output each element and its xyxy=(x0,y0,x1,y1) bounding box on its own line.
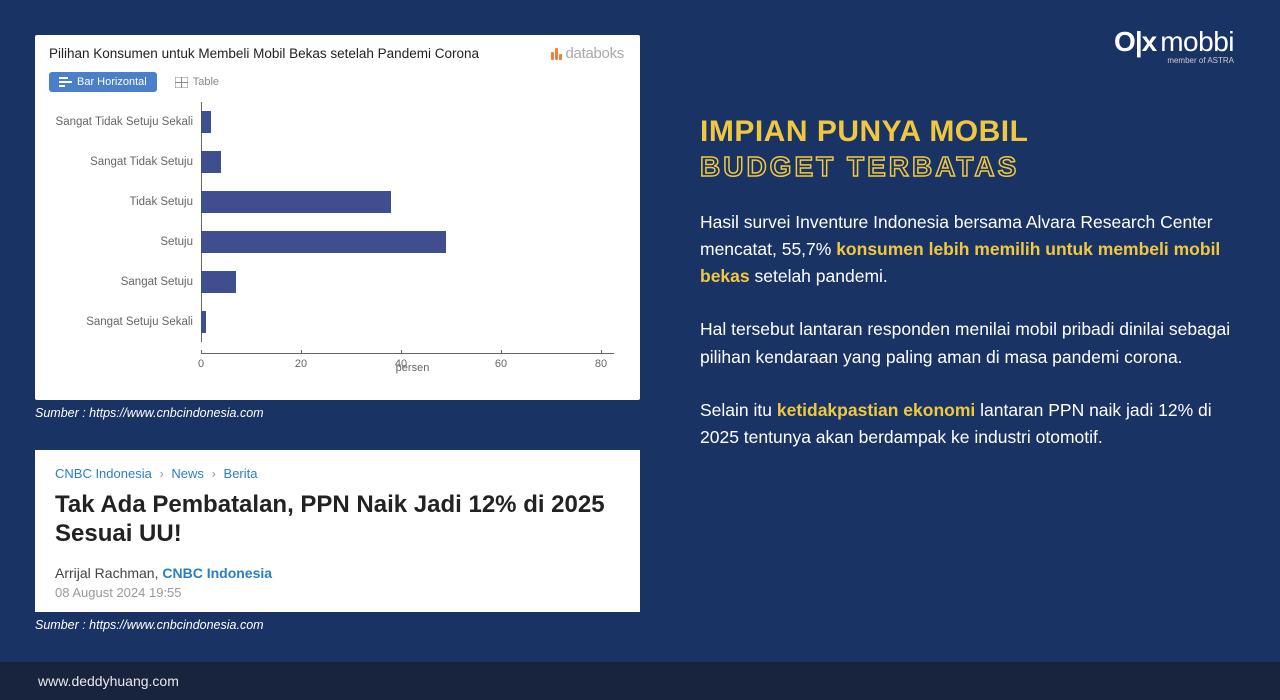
news-source-caption: Sumber : https://www.cnbcindonesia.com xyxy=(35,618,640,632)
bar-label: Sangat Tidak Setuju Sekali xyxy=(51,116,201,128)
tab-table-label: Table xyxy=(193,76,219,88)
bar-row: Setuju xyxy=(201,222,614,262)
breadcrumb-item[interactable]: News xyxy=(171,466,204,481)
breadcrumb-item[interactable]: Berita xyxy=(224,466,258,481)
olx-mobbi-logo: O|xmobbi xyxy=(1114,26,1234,58)
news-headline: Tak Ada Pembatalan, PPN Naik Jadi 12% di… xyxy=(55,491,620,549)
bar-row: Sangat Setuju Sekali xyxy=(201,302,614,342)
news-author-line: Arrijal Rachman, CNBC Indonesia xyxy=(55,565,620,581)
x-tick-label: 0 xyxy=(198,358,204,370)
bar-fill xyxy=(201,191,391,213)
footer-bar: www.deddyhuang.com xyxy=(0,662,1280,700)
breadcrumb-separator: › xyxy=(212,466,216,481)
chart-panel: Pilihan Konsumen untuk Membeli Mobil Bek… xyxy=(35,35,640,400)
databoks-icon xyxy=(551,48,562,60)
chart-header: Pilihan Konsumen untuk Membeli Mobil Bek… xyxy=(49,45,624,62)
bar-fill xyxy=(201,311,206,333)
footer-url: www.deddyhuang.com xyxy=(38,673,179,689)
paragraph-3: Selain itu ketidakpastian ekonomi lantar… xyxy=(700,397,1240,451)
chart-tabs: Bar Horizontal Table xyxy=(49,72,624,92)
bar-label: Tidak Setuju xyxy=(51,196,201,208)
x-tick-label: 80 xyxy=(595,358,607,370)
chart-bars: Sangat Tidak Setuju SekaliSangat Tidak S… xyxy=(201,102,614,342)
x-axis: 020406080 xyxy=(201,353,614,354)
bar-label: Setuju xyxy=(51,236,201,248)
heading-line-2: BUDGET TERBATAS xyxy=(700,151,1240,183)
breadcrumb-separator: › xyxy=(159,466,163,481)
highlight-text: ketidakpastian ekonomi xyxy=(777,400,975,420)
author-name: Arrijal Rachman, xyxy=(55,565,158,581)
tab-bar-label: Bar Horizontal xyxy=(77,76,147,88)
bar-fill xyxy=(201,231,446,253)
breadcrumb: CNBC Indonesia › News › Berita xyxy=(55,466,620,481)
news-panel: CNBC Indonesia › News › Berita Tak Ada P… xyxy=(35,450,640,612)
brand-logo: O|xmobbi member of ASTRA xyxy=(1114,26,1234,65)
paragraph-1: Hasil survei Inventure Indonesia bersama… xyxy=(700,209,1240,290)
chart-plot-area: Sangat Tidak Setuju SekaliSangat Tidak S… xyxy=(201,102,624,372)
astra-tagline: member of ASTRA xyxy=(1167,56,1234,65)
bar-label: Sangat Setuju xyxy=(51,276,201,288)
x-tick xyxy=(601,350,602,354)
databoks-logo: databoks xyxy=(551,45,624,62)
olx-text: O|x xyxy=(1114,26,1156,58)
chart-source: Sumber : https://www.cnbcindonesia.com xyxy=(35,406,640,420)
tab-table[interactable]: Table xyxy=(165,72,229,92)
bar-row: Sangat Setuju xyxy=(201,262,614,302)
x-tick-label: 60 xyxy=(495,358,507,370)
table-icon xyxy=(175,77,188,88)
right-column: IMPIAN PUNYA MOBIL BUDGET TERBATAS Hasil… xyxy=(640,35,1240,662)
x-tick xyxy=(501,350,502,354)
x-axis-title: persen xyxy=(396,362,430,374)
bar-fill xyxy=(201,111,211,133)
heading-line-1: IMPIAN PUNYA MOBIL xyxy=(700,115,1240,149)
x-tick xyxy=(301,350,302,354)
news-source: CNBC Indonesia xyxy=(162,565,272,581)
bar-row: Sangat Tidak Setuju Sekali xyxy=(201,102,614,142)
mobbi-text: mobbi xyxy=(1160,26,1234,58)
tab-bar-horizontal[interactable]: Bar Horizontal xyxy=(49,72,157,92)
bar-fill xyxy=(201,151,221,173)
bar-fill xyxy=(201,271,236,293)
databoks-brand-text: databoks xyxy=(566,45,624,62)
bar-label: Sangat Tidak Setuju xyxy=(51,156,201,168)
bar-chart-icon xyxy=(59,77,72,88)
breadcrumb-item[interactable]: CNBC Indonesia xyxy=(55,466,152,481)
x-tick xyxy=(401,350,402,354)
main-container: Pilihan Konsumen untuk Membeli Mobil Bek… xyxy=(0,0,1280,662)
x-tick xyxy=(201,350,202,354)
bar-row: Tidak Setuju xyxy=(201,182,614,222)
paragraph-2: Hal tersebut lantaran responden menilai … xyxy=(700,316,1240,370)
chart-title: Pilihan Konsumen untuk Membeli Mobil Bek… xyxy=(49,46,479,61)
bar-row: Sangat Tidak Setuju xyxy=(201,142,614,182)
bar-label: Sangat Setuju Sekali xyxy=(51,316,201,328)
news-date: 08 August 2024 19:55 xyxy=(55,585,620,600)
x-tick-label: 20 xyxy=(295,358,307,370)
left-column: Pilihan Konsumen untuk Membeli Mobil Bek… xyxy=(35,35,640,662)
